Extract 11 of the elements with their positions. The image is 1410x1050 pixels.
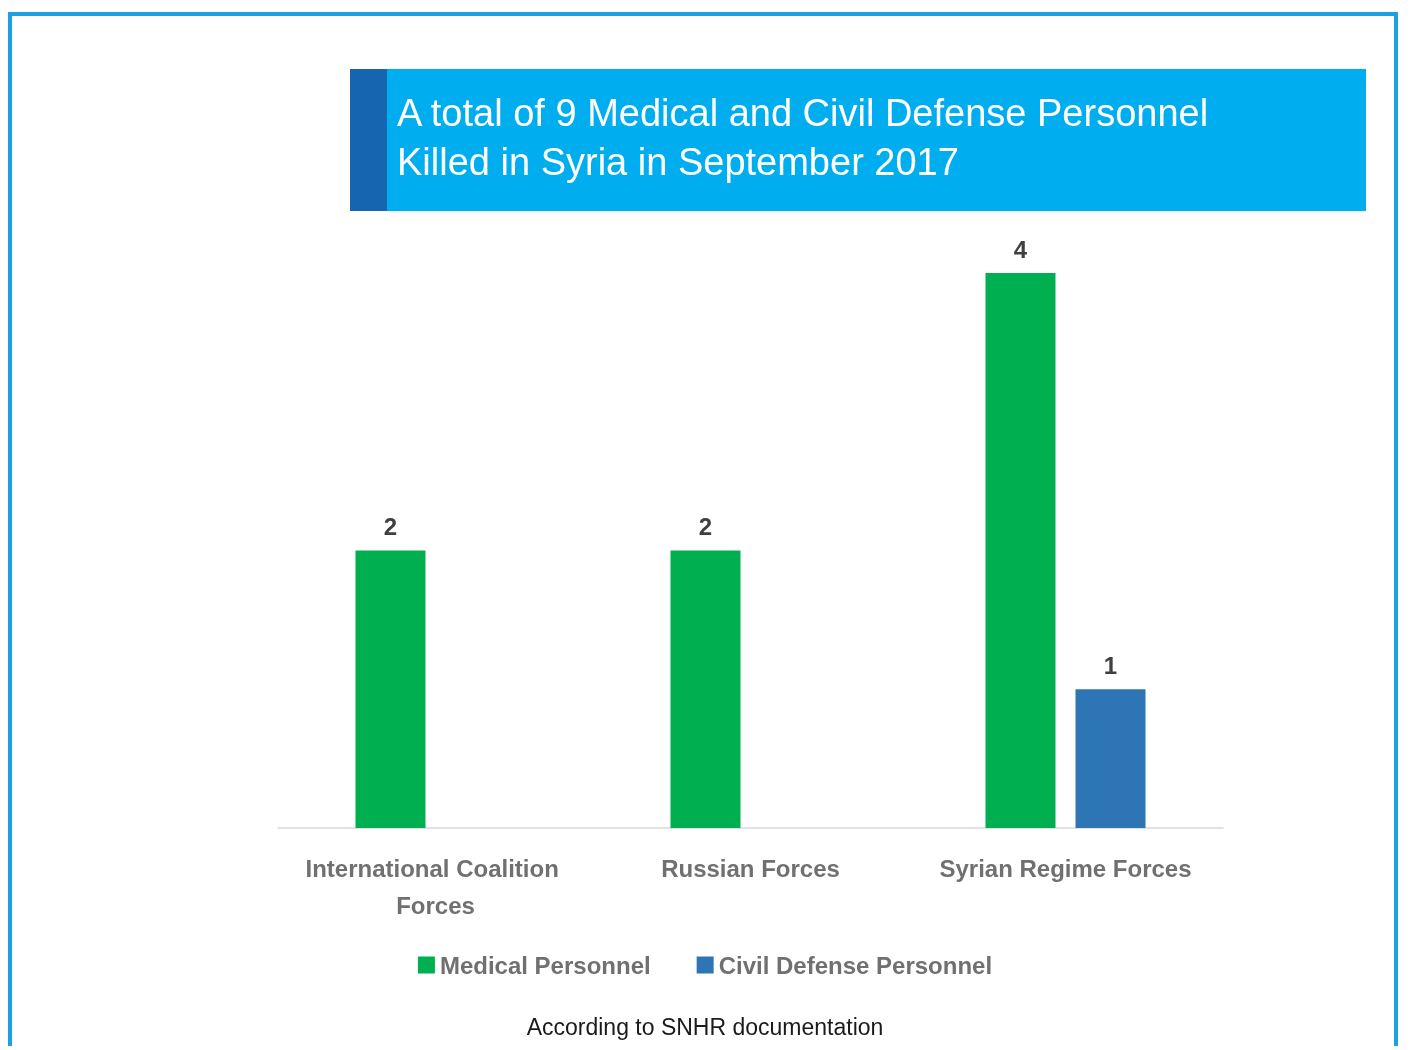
data-label: 2 <box>698 513 713 540</box>
x-tick-label: International Coalition Forces <box>305 855 566 919</box>
text: According to SNHR documentation <box>525 1014 885 1041</box>
data-label: 2 <box>383 513 398 540</box>
legend-label: Medical Personnel <box>439 951 651 979</box>
legend-label: Civil Defense Personnel <box>718 951 993 979</box>
x-tick-label: Russian Forces <box>661 855 840 882</box>
chart-title: A total of 9 Medical and Civil Defense Personnel Killed in Syria in September 2017 <box>350 69 1366 211</box>
x-tick-label: Syrian Regime Forces <box>939 855 1192 882</box>
data-label: 4 <box>1013 235 1028 263</box>
data-label: 1 <box>1103 651 1118 679</box>
